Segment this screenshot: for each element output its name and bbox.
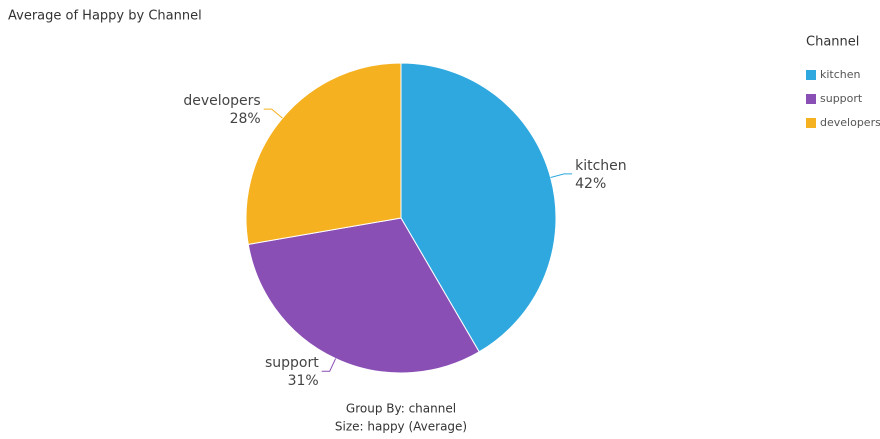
- footer-text: Group By: channel: [346, 402, 456, 416]
- leader-line: [263, 108, 283, 119]
- slice-value-label: 28%: [230, 111, 261, 127]
- slice-value-label: 31%: [288, 373, 319, 389]
- legend-label: developers: [820, 116, 880, 129]
- chart-title: Average of Happy by Channel: [8, 9, 202, 24]
- slice-label: support: [265, 355, 319, 371]
- legend-swatch: [806, 94, 816, 104]
- slice-value-label: 42%: [575, 176, 606, 192]
- legend-swatch: [806, 118, 816, 128]
- leader-line: [550, 173, 573, 178]
- pie-slice: [247, 217, 480, 374]
- leader-line: [321, 358, 337, 372]
- pie-slice: [400, 62, 557, 353]
- legend-label: support: [820, 92, 863, 105]
- legend-label: kitchen: [820, 68, 861, 81]
- legend-title: Channel: [806, 35, 859, 50]
- slice-label: kitchen: [575, 158, 627, 174]
- footer-text: Size: happy (Average): [335, 420, 467, 434]
- slice-label: developers: [183, 93, 260, 109]
- legend-swatch: [806, 70, 816, 80]
- pie-slice: [245, 62, 402, 245]
